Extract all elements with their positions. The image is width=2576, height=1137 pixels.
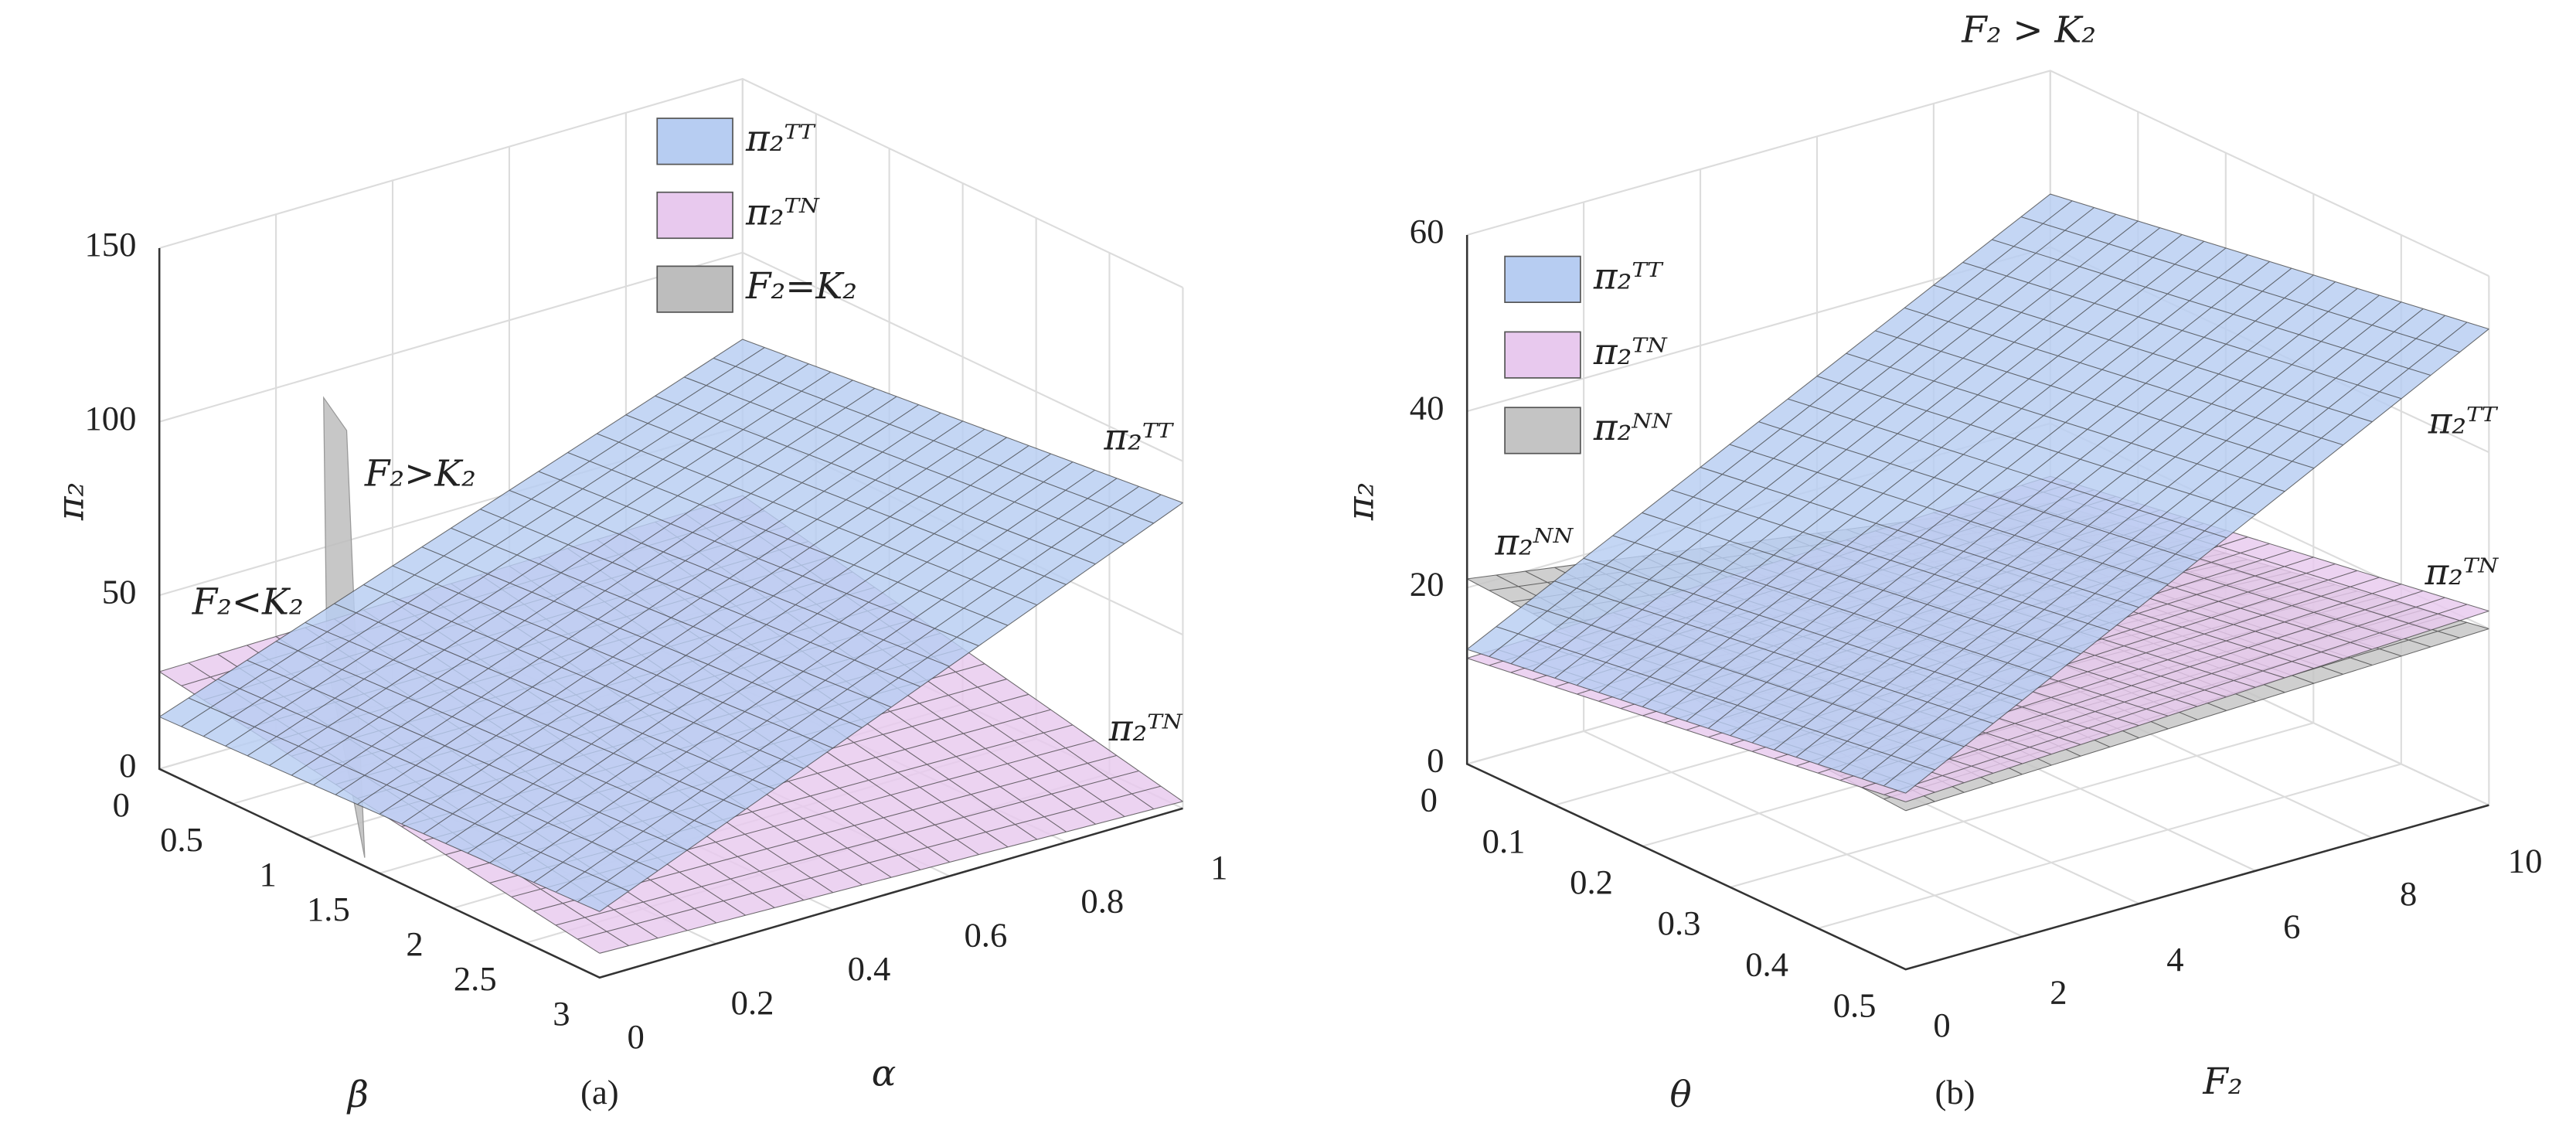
surface xyxy=(1467,194,2489,794)
legend-swatch xyxy=(1504,407,1581,454)
legend-label: π₂ᴺᴺ xyxy=(1593,407,1673,449)
x-tick-label: 4 xyxy=(2166,940,2183,979)
y-tick-label: 3 xyxy=(553,994,570,1033)
annotation: π₂ᵀᴺ xyxy=(2424,552,2499,594)
axis-line xyxy=(158,248,1183,979)
y-tick-label: 1.5 xyxy=(307,890,350,928)
z-tick-label: 60 xyxy=(1410,212,1445,250)
x-tick-label: 0.4 xyxy=(848,949,891,988)
x-axis-label: F₂ xyxy=(2202,1061,2242,1103)
y-tick-label: 0 xyxy=(113,785,130,824)
y-tick-label: 2.5 xyxy=(454,959,497,998)
z-tick-label: 20 xyxy=(1410,565,1445,604)
x-tick-label: 2 xyxy=(2050,972,2067,1011)
caption: (b) xyxy=(1935,1073,1975,1111)
legend-label: π₂ᵀᴺ xyxy=(745,192,820,233)
annotation: π₂ᴺᴺ xyxy=(1494,523,1574,564)
annotation: F₂>K₂ xyxy=(364,453,476,495)
y-tick-label: 2 xyxy=(406,924,423,963)
z-tick-label: 0 xyxy=(1427,741,1444,780)
z-tick-label: 100 xyxy=(84,399,136,437)
legend-label: π₂ᵀᵀ xyxy=(1593,256,1664,298)
legend-swatch xyxy=(656,117,733,165)
surface-mesh xyxy=(1466,193,2489,794)
x-tick-label: 0.2 xyxy=(731,983,774,1022)
grid-line xyxy=(1817,234,2402,930)
x-tick-label: 1 xyxy=(1210,848,1227,887)
legend-label: π₂ᵀᴺ xyxy=(1593,332,1668,373)
z-tick-label: 0 xyxy=(119,746,136,785)
grid-line xyxy=(1466,70,2489,277)
z-tick-label: 50 xyxy=(102,572,137,611)
y-axis-label: θ xyxy=(1669,1074,1691,1116)
x-tick-label: 0 xyxy=(627,1017,644,1056)
z-tick-label: 150 xyxy=(84,225,136,264)
legend-swatch xyxy=(656,265,733,313)
z-axis-label: π₂ xyxy=(1340,482,1382,521)
y-tick-label: 1 xyxy=(260,855,277,894)
annotation: π₂ᵀᴺ xyxy=(1108,708,1183,750)
y-axis-label: β xyxy=(346,1074,369,1116)
y-tick-label: 0 xyxy=(1421,781,1438,819)
annotation: π₂ᵀᵀ xyxy=(1103,417,1174,459)
y-tick-label: 0.3 xyxy=(1658,904,1701,942)
x-tick-label: 6 xyxy=(2283,907,2300,945)
grid-line xyxy=(158,77,1183,288)
annotation: π₂ᵀᵀ xyxy=(2428,400,2499,442)
y-tick-label: 0.2 xyxy=(1570,863,1613,901)
x-tick-label: 8 xyxy=(2400,874,2417,913)
surface-mesh xyxy=(158,339,1183,912)
legend-label: π₂ᵀᵀ xyxy=(745,118,816,160)
y-tick-label: 0.1 xyxy=(1482,822,1526,860)
z-tick-label: 40 xyxy=(1410,388,1445,427)
surface xyxy=(159,339,1183,912)
legend-swatch xyxy=(656,191,733,240)
x-axis-label: α xyxy=(872,1053,897,1094)
chart-title: F₂ > K₂ xyxy=(1961,10,2096,52)
caption: (a) xyxy=(580,1073,619,1111)
z-axis-label: π₂ xyxy=(51,482,93,521)
legend-swatch xyxy=(1504,331,1581,379)
x-tick-label: 0.6 xyxy=(964,915,1007,954)
legend-label: F₂=K₂ xyxy=(745,266,857,308)
y-tick-label: 0.5 xyxy=(160,820,203,859)
annotation: F₂<K₂ xyxy=(192,581,304,623)
x-tick-label: 10 xyxy=(2508,841,2543,880)
x-tick-label: 0 xyxy=(1933,1006,1950,1044)
y-tick-label: 0.5 xyxy=(1833,986,1877,1024)
x-tick-label: 0.8 xyxy=(1080,882,1124,921)
legend-swatch xyxy=(1504,255,1581,303)
axis-line xyxy=(1465,234,2489,971)
y-tick-label: 0.4 xyxy=(1745,945,1788,983)
